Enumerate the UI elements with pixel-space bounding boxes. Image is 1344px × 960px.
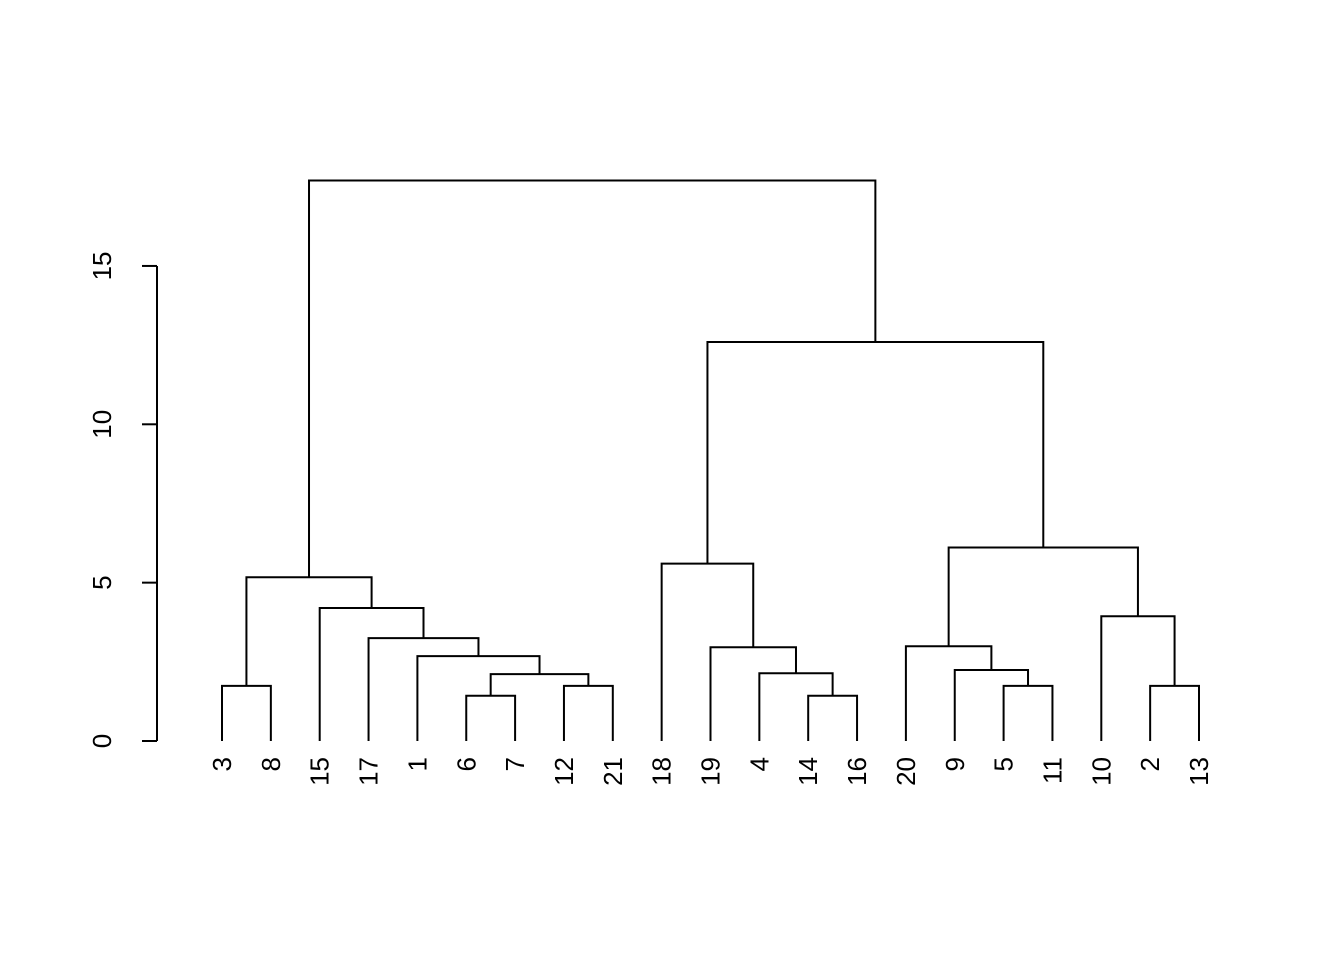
- merge-m18: [947, 546, 1139, 647]
- y-tick-label: 10: [87, 410, 117, 439]
- leaf-label-3: 3: [207, 757, 237, 771]
- leaf-label-12: 12: [549, 757, 579, 786]
- leaf-label-19: 19: [696, 757, 726, 786]
- merge-m2: [807, 694, 859, 741]
- y-tick-label: 5: [87, 575, 117, 589]
- merge-m8: [758, 672, 834, 741]
- merge-m9: [953, 669, 1030, 741]
- leaf-label-10: 10: [1086, 757, 1116, 786]
- leaf-label-15: 15: [305, 757, 335, 786]
- merge-m10: [416, 655, 541, 741]
- leaf-label-17: 17: [354, 757, 384, 786]
- leaf-label-2: 2: [1135, 757, 1165, 771]
- merge-m19: [706, 340, 1045, 564]
- merge-m13: [367, 637, 480, 741]
- dendrogram-tree: [221, 179, 1200, 741]
- leaf-labels: 3 8 15 17 1 6 7 12 21 18 19 4 14 16 20 9 5 11 10 2 13: [207, 757, 1214, 786]
- y-tick-label: 0: [87, 734, 117, 748]
- leaf-label-13: 13: [1184, 757, 1214, 786]
- merge-m3: [221, 684, 272, 741]
- leaf-label-20: 20: [891, 757, 921, 786]
- y-axis: 0 5 10 15: [87, 251, 158, 748]
- leaf-label-14: 14: [793, 757, 823, 786]
- leaf-label-4: 4: [744, 757, 774, 771]
- leaf-label-16: 16: [842, 757, 872, 786]
- merge-m6: [1149, 684, 1200, 741]
- merge-m11: [709, 646, 797, 741]
- merge-m1: [465, 694, 517, 741]
- merge-m17: [660, 562, 755, 741]
- y-tick-label: 15: [87, 251, 117, 280]
- leaf-label-5: 5: [989, 757, 1019, 771]
- merge-m12: [904, 645, 993, 741]
- leaf-label-18: 18: [647, 757, 677, 786]
- leaf-label-7: 7: [500, 757, 530, 771]
- leaf-label-11: 11: [1037, 757, 1067, 784]
- merge-m5: [1002, 684, 1054, 741]
- merge-m4: [562, 684, 614, 741]
- leaf-label-21: 21: [598, 757, 628, 786]
- leaf-label-1: 1: [402, 757, 432, 771]
- leaf-label-9: 9: [940, 757, 970, 771]
- merge-m20: [308, 179, 877, 578]
- merge-m15: [318, 606, 425, 741]
- merge-m16: [245, 576, 373, 686]
- merge-m14: [1100, 615, 1176, 741]
- leaf-label-6: 6: [451, 757, 481, 771]
- leaf-label-8: 8: [256, 757, 286, 771]
